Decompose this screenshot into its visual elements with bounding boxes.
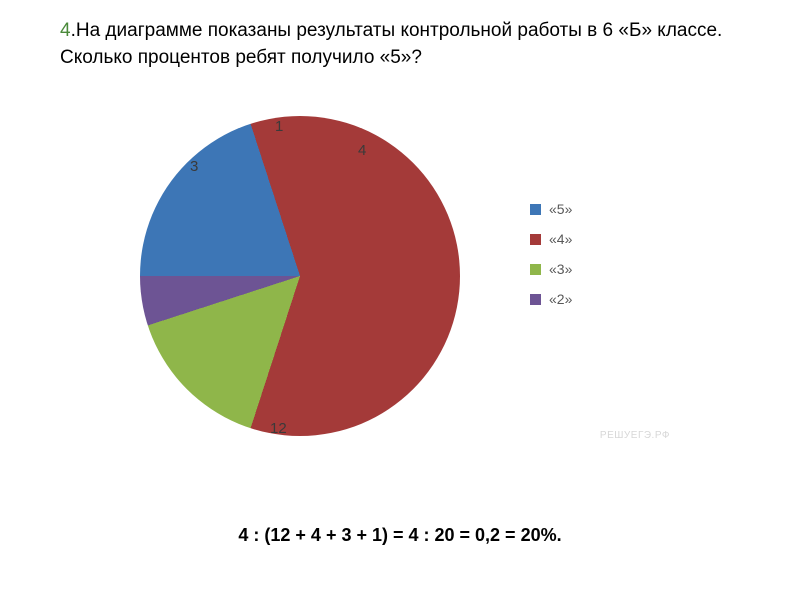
legend-label: «2»: [549, 291, 572, 307]
slice-label-3: 3: [190, 158, 198, 175]
legend-label: «5»: [549, 201, 572, 217]
question-text: .На диаграмме показаны результаты контро…: [60, 20, 722, 68]
legend-item-5: «5»: [530, 201, 572, 217]
legend-swatch-2: [530, 294, 541, 305]
slice-label-2: 1: [275, 118, 283, 135]
legend-label: «3»: [549, 261, 572, 277]
pie-chart: 4 12 3 1: [140, 116, 460, 436]
legend-item-2: «2»: [530, 291, 572, 307]
legend: «5» «4» «3» «2»: [530, 201, 572, 321]
answer-line: 4 : (12 + 4 + 3 + 1) = 4 : 20 = 0,2 = 20…: [0, 525, 800, 546]
legend-item-4: «4»: [530, 231, 572, 247]
slice-label-5: 4: [358, 142, 366, 159]
pie: [140, 116, 460, 436]
legend-swatch-3: [530, 264, 541, 275]
slice-label-4: 12: [270, 420, 287, 437]
legend-swatch-4: [530, 234, 541, 245]
watermark: РЕШУЕГЭ.РФ: [600, 430, 670, 441]
legend-swatch-5: [530, 204, 541, 215]
question-title: 4.На диаграмме показаны результаты контр…: [0, 0, 800, 71]
chart-row: 4 12 3 1 «5» «4» «3» «2»: [0, 116, 800, 436]
legend-item-3: «3»: [530, 261, 572, 277]
legend-label: «4»: [549, 231, 572, 247]
question-number: 4: [60, 20, 71, 41]
